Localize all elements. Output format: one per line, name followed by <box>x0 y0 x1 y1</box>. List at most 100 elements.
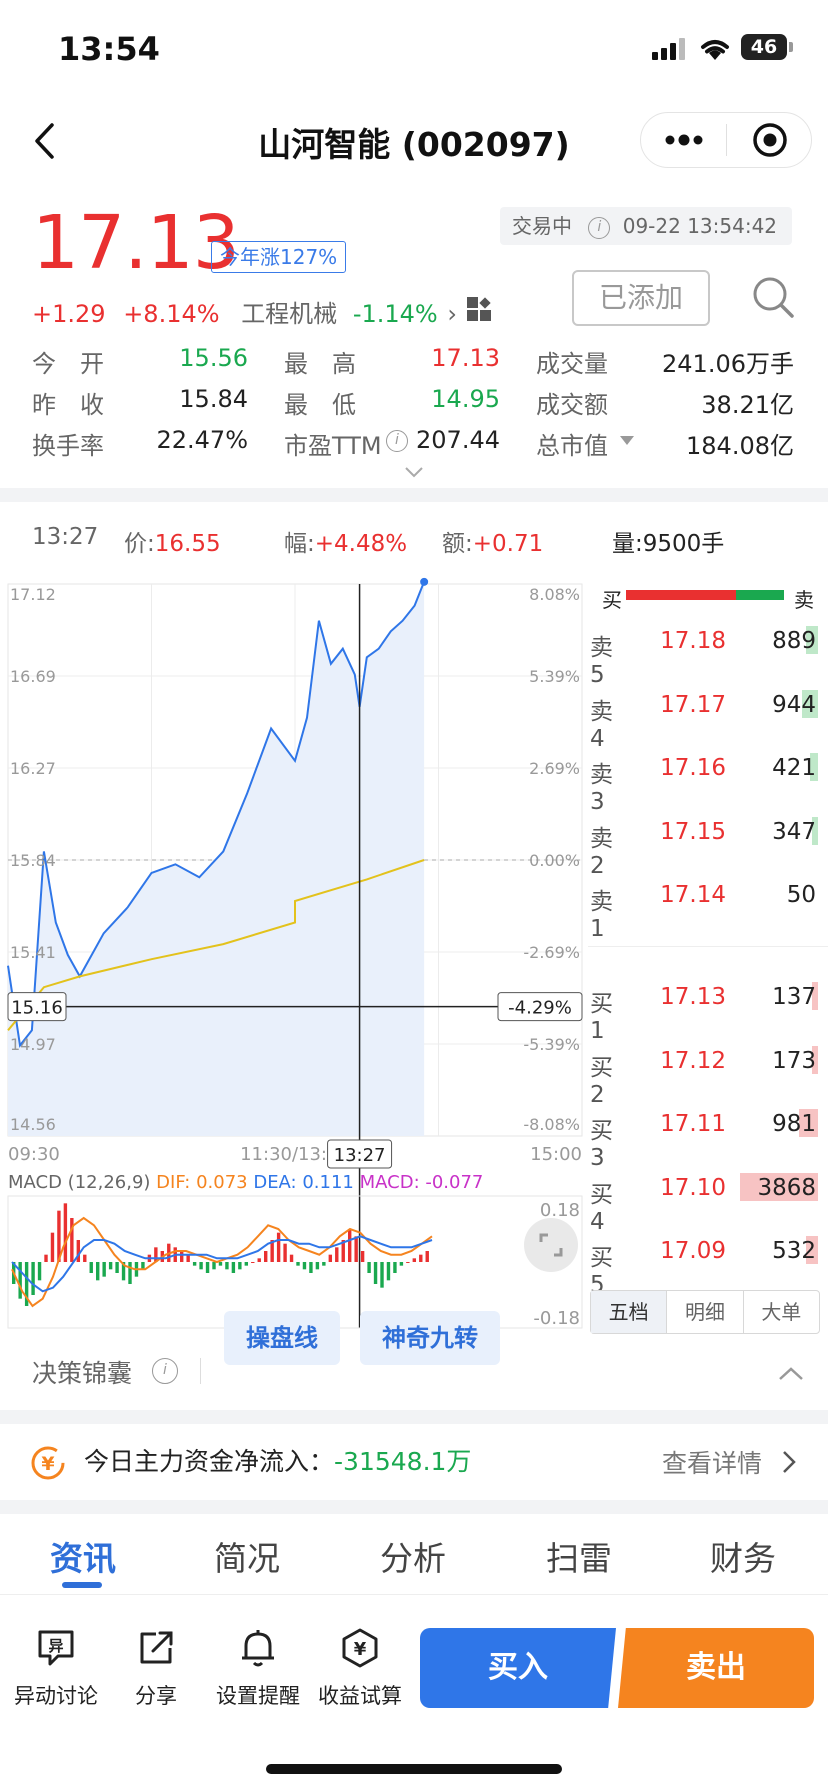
toolbar-discussion[interactable]: 异 异动讨论 <box>8 1628 104 1710</box>
macd-bar <box>83 1254 87 1262</box>
crosshair-vol-label: 量: <box>612 531 643 557</box>
expand-chevron-icon[interactable] <box>404 466 424 478</box>
tab-risk-scan[interactable]: 扫雷 <box>546 1539 612 1578</box>
macd-bar <box>251 1262 255 1263</box>
fund-flow: 今日主力资金净流入：-31548.1万 <box>84 1442 471 1478</box>
crosshair-amt-value: +0.71 <box>472 531 544 557</box>
yuan-coin-icon: ¥ <box>31 1446 65 1480</box>
intraday-chart[interactable]: 17.12 16.69 16.27 15.84 15.41 14.97 14.56 8.08%… <box>0 576 586 1336</box>
back-icon[interactable] <box>32 122 58 160</box>
stat-turnover-label: 换手率 <box>32 432 104 460</box>
chip-magic-nine[interactable]: 神奇九转 <box>360 1311 500 1365</box>
ask-level-price: 17.15 <box>660 818 726 845</box>
info-icon[interactable]: i <box>588 216 611 239</box>
change-row: +1.29 +8.14% 工程机械 -1.14% › <box>32 294 457 329</box>
sector-change[interactable]: -1.14% <box>352 300 438 328</box>
ask-depth-bar <box>802 689 818 718</box>
toolbar-calculator[interactable]: ¥ 收益试算 <box>312 1628 408 1710</box>
sector-name[interactable]: 工程机械 <box>241 300 338 328</box>
y-price-tick: 15.41 <box>10 943 56 962</box>
pe-info-icon[interactable]: i <box>386 430 408 452</box>
fullscreen-button[interactable] <box>524 1218 578 1272</box>
bid-depth-bar <box>798 1109 818 1137</box>
stat-open-value: 15.56 <box>179 344 248 372</box>
sell-button[interactable]: 卖出 <box>618 1628 814 1708</box>
chip-trading-line[interactable]: 操盘线 <box>224 1311 340 1365</box>
capsule-divider <box>726 124 727 156</box>
macd-bar <box>264 1251 268 1262</box>
macd-bar <box>70 1218 74 1262</box>
discussion-icon: 异 <box>38 1630 74 1666</box>
macd-bar <box>289 1254 294 1262</box>
macd-bar <box>302 1262 307 1270</box>
fund-flow-detail-link[interactable]: 查看详情 <box>662 1449 763 1478</box>
tab-five-levels[interactable]: 五档 <box>591 1291 667 1333</box>
tab-analysis[interactable]: 分析 <box>380 1539 446 1578</box>
ask-level-price: 17.14 <box>660 882 726 908</box>
macd-bar <box>393 1262 397 1273</box>
collapse-chevron-icon[interactable] <box>778 1366 804 1382</box>
avg-price-line <box>7 859 425 1031</box>
decision-label: 决策锦囊 <box>32 1359 133 1388</box>
chevron-right-icon[interactable] <box>782 1450 796 1474</box>
bid-level-label: 买5 <box>590 1245 613 1298</box>
caret-down-icon[interactable] <box>620 436 634 446</box>
macd-bar <box>322 1262 326 1266</box>
search-icon[interactable] <box>750 274 796 320</box>
ytd-change-badge[interactable]: 今年涨127% <box>211 241 347 273</box>
tab-financials[interactable]: 财务 <box>710 1539 776 1578</box>
y-price-tick: 14.97 <box>10 1035 56 1054</box>
tab-news[interactable]: 资讯 <box>50 1539 116 1578</box>
stat-amount-value: 38.21亿 <box>701 391 794 419</box>
tab-details[interactable]: 明细 <box>666 1291 742 1333</box>
macd-frame <box>7 1195 583 1329</box>
book-divider <box>588 946 828 947</box>
macd-bar <box>360 1251 365 1262</box>
stat-mktcap-label[interactable]: 总市值 <box>536 432 608 460</box>
macd-bar <box>63 1203 68 1262</box>
macd-bar <box>419 1254 423 1262</box>
ask-depth-bar <box>806 626 818 654</box>
stat-low-value: 14.95 <box>431 385 500 413</box>
tab-overview[interactable]: 简况 <box>214 1539 280 1578</box>
macd-bar <box>180 1251 184 1262</box>
macd-bar <box>315 1262 320 1270</box>
close-miniprogram-icon[interactable] <box>752 122 788 158</box>
decision-info-icon[interactable]: i <box>152 1358 178 1384</box>
page-title: 山河智能 (002097) <box>258 125 570 164</box>
toolbar-discussion-label: 异动讨论 <box>14 1684 98 1708</box>
order-book-tabs: 五档 明细 大单 <box>590 1290 820 1334</box>
last-price-dot <box>420 577 429 586</box>
bid-depth-bar <box>812 1045 818 1074</box>
macd-bar <box>57 1210 61 1262</box>
more-icon[interactable] <box>664 130 704 150</box>
macd-bar <box>399 1262 404 1266</box>
macd-bar <box>348 1229 352 1262</box>
book-ratio-green <box>736 590 784 600</box>
buy-button[interactable]: 买入 <box>420 1628 616 1708</box>
bid-depth-bar <box>806 1236 818 1264</box>
grid-icon[interactable] <box>466 297 492 323</box>
ask-depth-bar <box>810 753 818 781</box>
svg-text:异: 异 <box>48 1637 63 1655</box>
stat-high-label: 最 高 <box>284 350 356 378</box>
y-price-tick: 14.56 <box>10 1115 56 1134</box>
stat-prevclose-value: 15.84 <box>179 385 248 413</box>
macd-y-top: 0.18 <box>540 1200 580 1221</box>
tab-big-orders[interactable]: 大单 <box>742 1291 819 1333</box>
x-tick-close: 15:00 <box>530 1144 582 1165</box>
book-header-buy: 买 <box>602 588 622 612</box>
section-divider-3 <box>0 1500 828 1514</box>
toolbar-alert[interactable]: 设置提醒 <box>210 1628 306 1710</box>
battery-indicator: 46 <box>741 34 787 60</box>
ask-level-volume: 944 <box>772 691 816 718</box>
macd-bar <box>380 1262 384 1288</box>
chevron-right-icon[interactable]: › <box>447 300 457 328</box>
macd-bar <box>37 1262 42 1281</box>
added-watchlist-button[interactable]: 已添加 <box>572 270 710 326</box>
toolbar-share[interactable]: 分享 <box>108 1628 204 1710</box>
crosshair-amp-value: +4.48% <box>314 531 408 557</box>
crosshair-right-tag-box <box>497 992 583 1022</box>
toolbar-calculator-label: 收益试算 <box>318 1684 402 1708</box>
stat-pe-label: 市盈TTM <box>284 426 382 461</box>
